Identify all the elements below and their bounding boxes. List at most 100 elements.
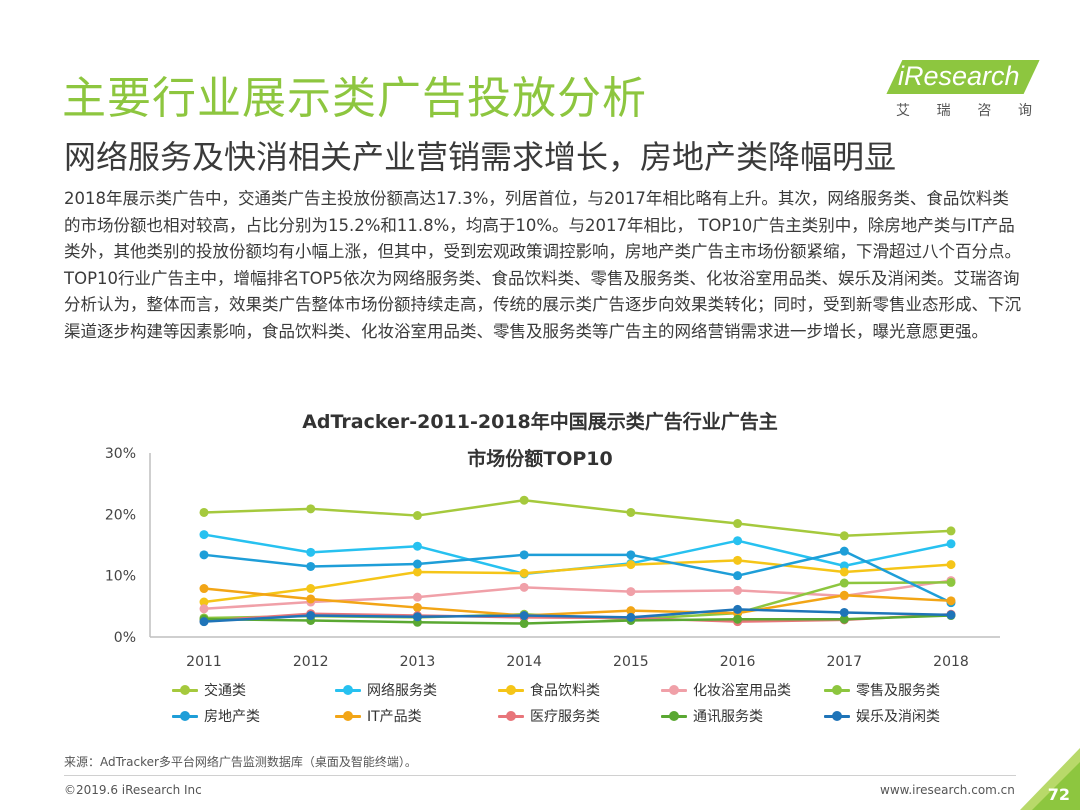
legend-swatch-icon: [335, 710, 361, 722]
data-point: [733, 519, 743, 529]
logo-cn-text: 艾 瑞 咨 询: [896, 100, 1032, 120]
data-point: [199, 617, 209, 627]
data-point: [519, 582, 529, 592]
legend-item: 通讯服务类: [661, 706, 824, 726]
data-point: [839, 567, 849, 577]
x-tick-label: 2017: [826, 654, 862, 670]
legend-swatch-icon: [824, 684, 850, 696]
legend-swatch-icon: [172, 710, 198, 722]
legend-label: 食品饮料类: [530, 683, 600, 699]
y-tick-label: 20%: [105, 507, 136, 523]
x-tick-label: 2016: [720, 654, 756, 670]
y-tick-label: 30%: [105, 446, 136, 462]
legend-label: 化妆浴室用品类: [693, 683, 791, 699]
series-line: [203, 587, 952, 617]
data-point: [626, 612, 636, 622]
series-line: [203, 614, 952, 625]
x-tick-label: 2013: [400, 654, 436, 670]
data-point: [626, 507, 636, 517]
data-point: [946, 596, 956, 606]
data-point: [306, 504, 316, 514]
body-paragraph-1: 2018年展示类广告中，交通类广告主投放份额高达17.3%，列居首位，与2017…: [64, 189, 1021, 261]
data-point: [839, 590, 849, 600]
legend-label: 娱乐及消闲类: [856, 709, 940, 725]
data-point: [519, 619, 529, 629]
legend-item: IT产品类: [335, 706, 498, 726]
legend-item: 房地产类: [172, 706, 335, 726]
legend-item: 娱乐及消闲类: [824, 706, 987, 726]
data-point: [519, 550, 529, 560]
data-point: [946, 539, 956, 549]
legend-swatch-icon: [335, 684, 361, 696]
data-point: [199, 507, 209, 517]
footer-divider: [64, 775, 1016, 776]
legend-label: 医疗服务类: [530, 709, 600, 725]
data-point: [199, 550, 209, 560]
x-tick-label: 2014: [506, 654, 542, 670]
data-point: [733, 614, 743, 624]
body-paragraph-2: TOP10行业广告主中，增幅排名TOP5依次为网络服务类、食品饮料类、零售及服务…: [64, 268, 1021, 341]
page-subtitle: 网络服务及快消相关产业营销需求增长，房地产类降幅明显: [64, 138, 897, 176]
y-tick-label: 0%: [114, 630, 136, 646]
logo-cn-char: 瑞: [936, 103, 951, 119]
data-point: [199, 604, 209, 614]
page-number: 72: [1047, 785, 1070, 804]
legend-item: 医疗服务类: [498, 706, 661, 726]
logo-text: iResearch: [898, 61, 1020, 91]
legend-item: 零售及服务类: [824, 680, 987, 700]
data-point: [946, 560, 956, 570]
legend-label: 交通类: [204, 683, 246, 699]
data-point: [519, 568, 529, 578]
legend-label: 零售及服务类: [856, 683, 940, 699]
data-point: [733, 555, 743, 565]
data-point: [412, 603, 422, 613]
data-point: [626, 560, 636, 570]
iresearch-logo: iResearch 艾 瑞 咨 询: [890, 60, 1040, 122]
data-point: [306, 561, 316, 571]
source-note: 来源：AdTracker多平台网络广告监测数据库（桌面及智能终端）。: [64, 755, 417, 769]
legend-swatch-icon: [824, 710, 850, 722]
x-tick-label: 2018: [933, 654, 969, 670]
data-point: [519, 495, 529, 505]
legend-label: 网络服务类: [367, 683, 437, 699]
series-line: [203, 608, 952, 623]
x-tick-label: 2012: [293, 654, 329, 670]
data-point: [199, 584, 209, 594]
website-link[interactable]: www.iresearch.com.cn: [880, 783, 1015, 797]
series-line: [203, 498, 952, 538]
data-point: [626, 587, 636, 597]
chart-title: AdTracker-2011-2018年中国展示类广告行业广告主 市场份额TOP…: [220, 404, 860, 478]
chart-legend: 交通类 网络服务类 食品饮料类 化妆浴室用品类 零售及服务类房地产类 IT产品类 医疗服务类…: [172, 680, 992, 726]
data-point: [626, 606, 636, 616]
x-tick-label: 2011: [186, 654, 222, 670]
data-point: [519, 611, 529, 621]
legend-item: 网络服务类: [335, 680, 498, 700]
data-point: [839, 546, 849, 556]
chart-title-line-1: AdTracker-2011-2018年中国展示类广告行业广告主: [302, 411, 778, 433]
legend-swatch-icon: [172, 684, 198, 696]
legend-label: 房地产类: [204, 709, 260, 725]
data-point: [733, 536, 743, 546]
data-point: [412, 612, 422, 622]
logo-cn-char: 询: [1017, 103, 1032, 119]
data-point: [199, 597, 209, 607]
data-point: [306, 611, 316, 621]
legend-swatch-icon: [498, 710, 524, 722]
data-point: [839, 607, 849, 617]
legend-item: 化妆浴室用品类: [661, 680, 824, 700]
data-point: [733, 585, 743, 595]
legend-item: 交通类: [172, 680, 335, 700]
data-point: [946, 610, 956, 620]
data-point: [412, 592, 422, 602]
data-point: [733, 571, 743, 581]
data-point: [412, 567, 422, 577]
legend-swatch-icon: [661, 710, 687, 722]
legend-label: 通讯服务类: [693, 709, 763, 725]
data-point: [412, 511, 422, 521]
data-point: [733, 604, 743, 614]
data-point: [626, 550, 636, 560]
data-point: [306, 594, 316, 604]
logo-cn-char: 咨: [977, 103, 992, 119]
x-tick-label: 2015: [613, 654, 649, 670]
